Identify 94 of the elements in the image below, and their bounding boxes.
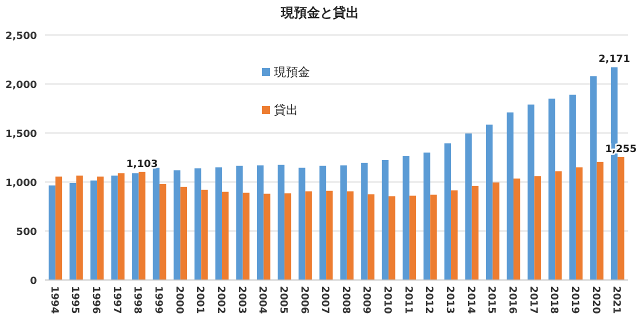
bar (132, 173, 139, 280)
x-tick-label: 2006 (298, 286, 310, 314)
bar (118, 173, 125, 280)
x-tick-label: 2008 (340, 286, 351, 314)
x-tick-label: 2001 (194, 286, 206, 314)
bar (340, 165, 347, 280)
bar (548, 98, 556, 280)
bar (534, 176, 541, 280)
x-tick-label: 2021 (610, 286, 622, 314)
bar (451, 190, 458, 280)
bar (465, 133, 472, 280)
x-tick-label: 2003 (236, 286, 247, 314)
bar (486, 124, 493, 280)
y-tick-label: 2,500 (5, 31, 38, 42)
bar (569, 94, 576, 280)
x-tick-label: 2002 (214, 286, 226, 314)
bar (472, 186, 478, 280)
x-tick-label: 1996 (90, 286, 102, 314)
bar (180, 186, 187, 280)
bar (278, 164, 284, 280)
bar (242, 192, 250, 280)
x-tick-label: 2019 (568, 286, 580, 314)
y-tick-label: 1,000 (5, 178, 38, 189)
y-tick-label: 2,000 (5, 80, 38, 91)
bar (361, 162, 368, 280)
x-tick-label: 2004 (256, 286, 268, 314)
x-tick-label: 2010 (382, 286, 393, 314)
bar (492, 182, 500, 280)
x-tick-label: 2015 (486, 286, 497, 314)
y-tick-label: 0 (30, 276, 38, 287)
bar (152, 168, 160, 280)
bar (430, 194, 437, 280)
bar (298, 168, 306, 280)
x-tick-label: 2017 (527, 286, 538, 314)
x-tick-label: 2005 (277, 286, 288, 314)
bar (576, 167, 583, 280)
x-tick-label: 1998 (132, 286, 143, 314)
x-tick-label: 1994 (48, 286, 60, 314)
bar (264, 194, 270, 280)
bar (256, 165, 264, 280)
bar (409, 196, 416, 280)
y-tick-label: 1,500 (5, 129, 38, 140)
x-tick-label: 2016 (506, 286, 518, 314)
bar (513, 178, 520, 280)
bar (222, 192, 229, 280)
bar (194, 168, 202, 280)
bar (55, 176, 62, 280)
bar (368, 194, 374, 280)
x-tick-label: 2012 (423, 286, 434, 314)
bar (201, 190, 208, 280)
bar (528, 104, 534, 280)
legend-label: 貸出 (274, 103, 298, 117)
bar (111, 176, 118, 280)
bar (174, 170, 180, 280)
bar (555, 171, 562, 280)
data-label: 2,171 (598, 54, 630, 66)
bar (319, 166, 326, 280)
x-tick-label: 2020 (590, 286, 601, 314)
bar (76, 176, 83, 280)
bar (596, 162, 604, 280)
bar (70, 182, 76, 280)
bar (138, 172, 146, 280)
x-tick-label: 2011 (402, 286, 414, 314)
bar (382, 160, 389, 280)
bar (284, 193, 292, 280)
bar (236, 166, 243, 280)
bar (506, 112, 514, 280)
data-label: 1,103 (126, 158, 158, 170)
bar (97, 176, 104, 280)
x-tick-label: 1995 (69, 286, 80, 314)
bar (326, 190, 333, 280)
x-tick-label: 2000 (173, 286, 184, 314)
x-tick-label: 2007 (319, 286, 330, 314)
legend-label: 現預金 (274, 65, 310, 79)
x-tick-label: 1997 (110, 286, 122, 314)
x-tick-label: 2009 (360, 286, 372, 314)
bar (388, 196, 396, 280)
bar (346, 191, 354, 280)
bar (444, 143, 452, 280)
bar (305, 191, 312, 280)
x-tick-label: 1999 (152, 286, 164, 314)
bar (215, 167, 222, 280)
bar (618, 157, 624, 280)
x-tick-label: 2018 (548, 286, 560, 314)
bar (424, 152, 430, 280)
bar (402, 156, 410, 280)
bar (90, 180, 98, 280)
x-tick-label: 2014 (464, 286, 476, 314)
bar (160, 184, 166, 280)
x-tick-label: 2013 (444, 286, 456, 314)
bar (590, 76, 597, 280)
y-tick-label: 500 (16, 227, 38, 238)
chart-title: 現預金と貸出 (280, 5, 359, 21)
bar (48, 185, 56, 280)
